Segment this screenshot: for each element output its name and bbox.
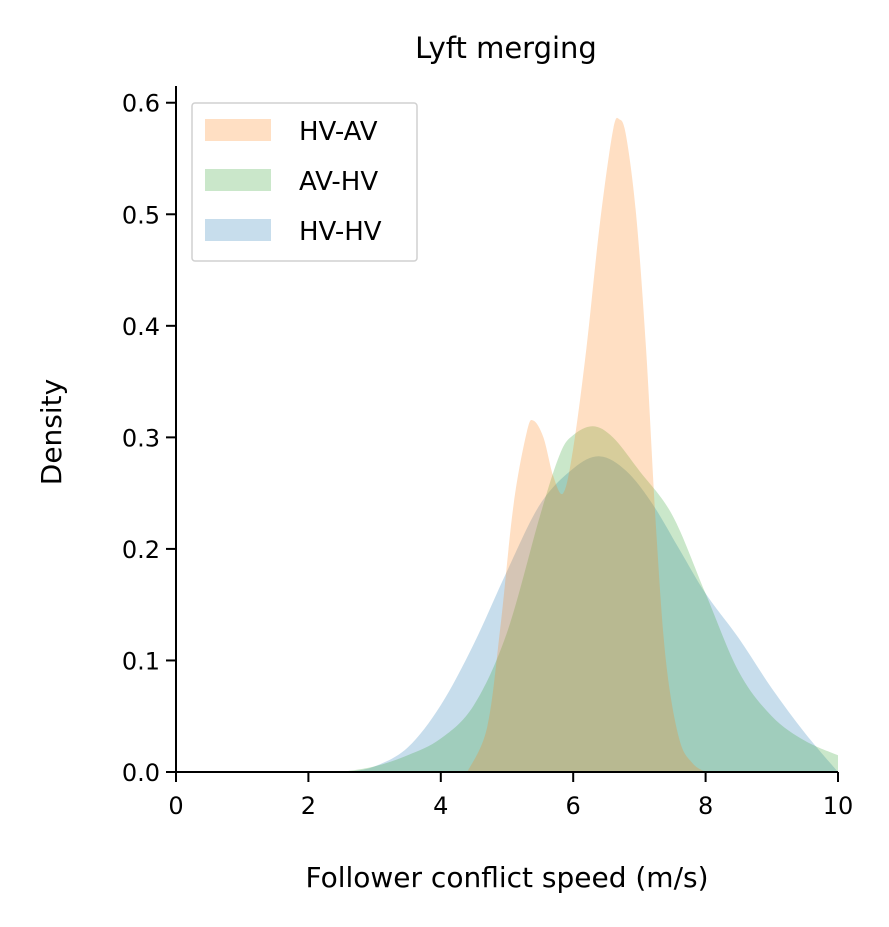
legend-label: AV-HV [299, 167, 378, 197]
y-tick-label: 0.3 [122, 424, 160, 452]
density-area-hv-hv [348, 456, 838, 772]
x-tick-label: 6 [566, 792, 581, 820]
x-ticks: 0 2 4 6 8 10 [168, 772, 853, 820]
y-tick-label: 0.1 [122, 647, 160, 675]
legend-swatch [205, 119, 271, 141]
x-tick-label: 8 [698, 792, 713, 820]
legend-label: HV-AV [299, 117, 378, 147]
y-tick-label: 0.5 [122, 201, 160, 229]
y-ticks: 0.0 0.1 0.2 0.3 0.4 0.5 0.6 [122, 90, 176, 787]
legend-label: HV-HV [299, 217, 382, 247]
y-tick-label: 0.4 [122, 313, 160, 341]
series-layer [341, 117, 838, 772]
legend-swatch [205, 169, 271, 191]
x-tick-label: 0 [168, 792, 183, 820]
x-axis-label: Follower conflict speed (m/s) [305, 861, 708, 894]
y-tick-label: 0.6 [122, 90, 160, 118]
legend-frame [191, 102, 418, 262]
density-area-hv-av [467, 117, 706, 772]
x-tick-label: 10 [823, 792, 854, 820]
x-tick-label: 2 [301, 792, 316, 820]
y-axis-label: Density [35, 379, 68, 485]
y-tick-label: 0.2 [122, 536, 160, 564]
chart-title: Lyft merging [415, 31, 597, 65]
legend: HV-AV AV-HV HV-HV [191, 102, 418, 262]
legend-items: HV-AV AV-HV HV-HV [205, 117, 382, 247]
legend-swatch [205, 219, 271, 241]
x-tick-label: 4 [433, 792, 448, 820]
y-tick-label: 0.0 [122, 759, 160, 787]
density-area-av-hv [341, 426, 838, 772]
